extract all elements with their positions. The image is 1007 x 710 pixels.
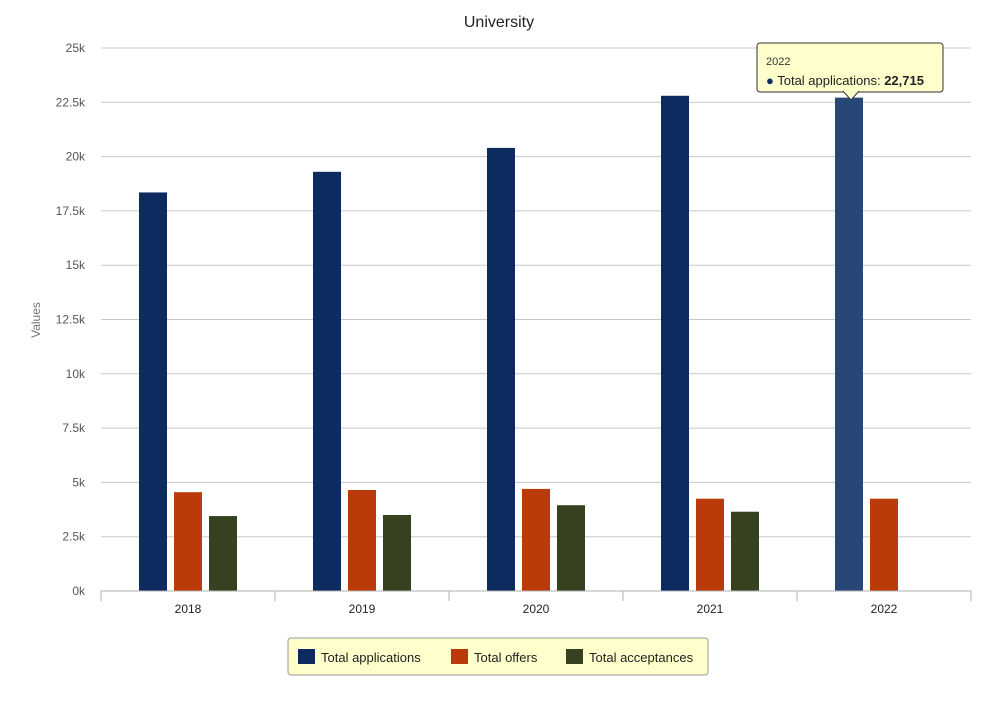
tooltip-value: 22,715 — [884, 73, 924, 88]
legend-swatch — [451, 649, 468, 664]
y-tick-label: 5k — [72, 475, 86, 489]
bar[interactable] — [557, 505, 585, 591]
bar[interactable] — [522, 488, 550, 591]
x-tick-labels: 2018 2019 2020 2021 2022 — [175, 602, 898, 616]
x-axis — [100, 590, 972, 601]
bar[interactable] — [487, 147, 515, 592]
y-tick-label: 10k — [66, 367, 86, 381]
y-tick-label: 25k — [66, 41, 86, 55]
bar[interactable] — [661, 95, 689, 591]
legend-item-label[interactable]: Total offers — [474, 650, 538, 665]
tooltip-category: 2022 — [766, 56, 790, 68]
x-tick-label: 2019 — [349, 602, 376, 616]
bar[interactable] — [731, 511, 759, 591]
x-tick-label: 2022 — [871, 602, 898, 616]
bars — [139, 95, 898, 592]
x-tick-label: 2021 — [697, 602, 724, 616]
bar[interactable] — [696, 498, 724, 591]
tooltip-label: Total applications: — [777, 73, 884, 88]
tooltip-line: ● Total applications: 22,715 — [766, 73, 924, 88]
legend-item-label[interactable]: Total acceptances — [589, 650, 694, 665]
bar[interactable] — [174, 492, 202, 591]
tooltip-arrow — [842, 90, 860, 101]
x-tick-label: 2020 — [523, 602, 550, 616]
legend-item-label[interactable]: Total applications — [321, 650, 421, 665]
tooltip: 2022 ● Total applications: 22,715 — [756, 42, 944, 101]
y-tick-label: 15k — [66, 258, 86, 272]
bar[interactable] — [835, 97, 863, 592]
y-tick-label: 7.5k — [62, 421, 86, 435]
bar[interactable] — [139, 192, 167, 592]
chart-title: University — [464, 14, 534, 31]
bar[interactable] — [313, 171, 341, 591]
y-tick-label: 12.5k — [56, 313, 86, 327]
bar[interactable] — [209, 516, 237, 591]
bar[interactable] — [383, 514, 411, 591]
y-tick-label: 2.5k — [62, 530, 86, 544]
y-axis-title: Values — [29, 302, 43, 338]
x-tick-label: 2018 — [175, 602, 202, 616]
bar[interactable] — [348, 490, 376, 591]
y-tick-label: 0k — [72, 584, 86, 598]
legend-box — [287, 637, 709, 676]
legend: Total applications Total offers Total acce… — [287, 637, 709, 676]
legend-swatch — [298, 649, 315, 664]
bar[interactable] — [870, 498, 898, 591]
y-tick-label: 22.5k — [56, 95, 86, 109]
y-tick-label: 17.5k — [56, 204, 86, 218]
legend-swatch — [566, 649, 583, 664]
y-tick-label: 20k — [66, 150, 86, 164]
tooltip-bullet: ● — [766, 73, 777, 88]
y-tick-labels: 0k 2.5k 5k 7.5k 10k 12.5k 15k 17.5k 20k 22.5k 25k — [56, 41, 86, 598]
